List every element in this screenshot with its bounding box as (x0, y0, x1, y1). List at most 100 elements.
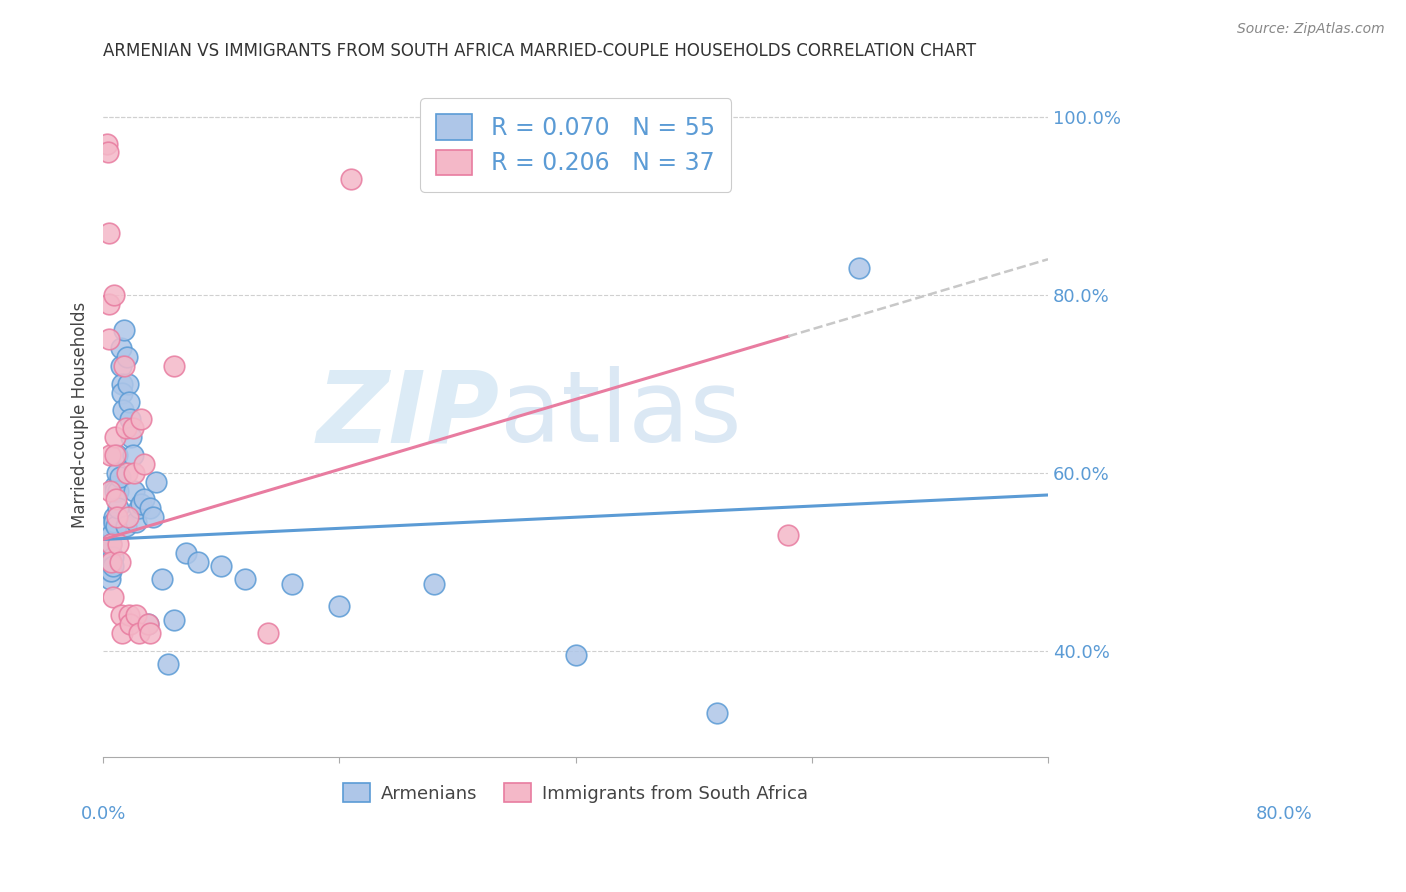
Point (114, 421, 136, 435)
Point (121, 421, 143, 435)
Point (117, 376, 139, 391)
Point (105, 492, 128, 507)
Point (110, 359, 132, 373)
Text: 80.0%: 80.0% (1256, 805, 1313, 823)
Point (114, 519, 136, 533)
Point (110, 608, 132, 623)
Point (157, 657, 180, 671)
Point (107, 501, 129, 516)
Point (103, 515, 125, 529)
Text: Source: ZipAtlas.com: Source: ZipAtlas.com (1237, 22, 1385, 37)
Point (134, 457, 156, 471)
Point (110, 341, 132, 355)
Text: ARMENIAN VS IMMIGRANTS FROM SOUTH AFRICA MARRIED-COUPLE HOUSEHOLDS CORRELATION C: ARMENIAN VS IMMIGRANTS FROM SOUTH AFRICA… (103, 42, 976, 60)
Point (104, 479, 127, 493)
Point (328, 599, 350, 614)
Point (103, 288, 125, 302)
Point (98, 564, 121, 578)
Point (163, 359, 186, 373)
Point (96, 136, 118, 151)
Point (134, 492, 156, 507)
Point (139, 625, 162, 640)
Point (108, 470, 131, 484)
Point (128, 625, 150, 640)
Point (142, 510, 165, 524)
Point (105, 448, 128, 462)
Point (107, 537, 129, 551)
Point (97, 519, 120, 533)
Point (100, 537, 122, 551)
Point (117, 510, 139, 524)
Point (115, 466, 138, 480)
Point (120, 412, 142, 426)
Point (129, 412, 152, 426)
Point (257, 625, 280, 640)
Point (98, 296, 121, 310)
Point (98, 483, 121, 498)
Point (115, 350, 138, 364)
Point (104, 430, 127, 444)
Point (706, 706, 728, 720)
Point (281, 577, 304, 591)
Point (104, 448, 127, 462)
Point (122, 466, 145, 480)
Point (112, 323, 135, 337)
Point (103, 510, 125, 524)
Point (100, 555, 122, 569)
Point (125, 515, 148, 529)
Point (209, 559, 232, 574)
Y-axis label: Married-couple Households: Married-couple Households (72, 301, 89, 528)
Text: atlas: atlas (501, 367, 741, 464)
Point (848, 261, 870, 276)
Point (136, 617, 159, 632)
Point (107, 483, 129, 498)
Point (100, 537, 122, 551)
Point (101, 559, 124, 574)
Point (120, 617, 142, 632)
Point (187, 555, 209, 569)
Point (150, 573, 173, 587)
Legend: Armenians, Immigrants from South Africa: Armenians, Immigrants from South Africa (336, 776, 815, 810)
Text: ZIP: ZIP (316, 367, 501, 464)
Point (97, 145, 120, 160)
Point (101, 550, 124, 565)
Point (129, 497, 152, 511)
Point (111, 385, 134, 400)
Point (98, 332, 121, 346)
Point (104, 483, 127, 498)
Point (118, 394, 141, 409)
Point (100, 555, 122, 569)
Point (118, 608, 141, 623)
Point (128, 501, 150, 516)
Point (98, 573, 121, 587)
Point (233, 573, 256, 587)
Point (121, 430, 143, 444)
Point (122, 483, 145, 498)
Point (108, 555, 131, 569)
Point (112, 403, 135, 417)
Point (105, 510, 128, 524)
Point (98, 448, 121, 462)
Point (778, 528, 800, 542)
Point (125, 608, 148, 623)
Point (163, 613, 186, 627)
Point (139, 501, 162, 516)
Point (111, 376, 134, 391)
Point (98, 546, 121, 560)
Point (136, 617, 159, 632)
Point (105, 466, 128, 480)
Point (98, 226, 121, 240)
Point (100, 528, 122, 542)
Point (340, 172, 363, 186)
Point (121, 448, 143, 462)
Point (112, 359, 135, 373)
Point (111, 625, 134, 640)
Point (100, 564, 122, 578)
Point (174, 546, 197, 560)
Point (145, 475, 167, 489)
Point (101, 591, 124, 605)
Point (564, 648, 586, 662)
Text: 0.0%: 0.0% (80, 805, 125, 823)
Point (423, 577, 446, 591)
Point (105, 519, 128, 533)
